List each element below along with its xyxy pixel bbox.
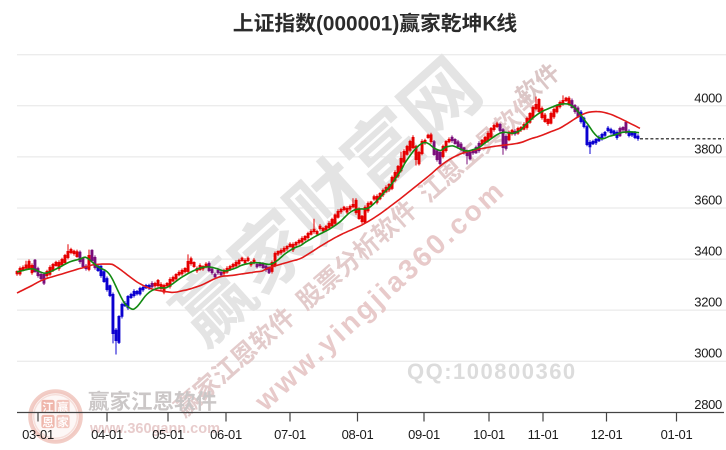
svg-text:3200: 3200 — [694, 295, 722, 310]
svg-text:12-01: 12-01 — [591, 427, 623, 442]
svg-text:07-01: 07-01 — [274, 427, 306, 442]
svg-text:QQ:100800360: QQ:100800360 — [407, 359, 577, 384]
svg-text:04-01: 04-01 — [91, 427, 123, 442]
svg-text:10-01: 10-01 — [473, 427, 505, 442]
svg-text:09-01: 09-01 — [408, 427, 440, 442]
svg-text:K: K — [482, 13, 497, 36]
svg-text:3400: 3400 — [694, 244, 722, 259]
svg-text:3000: 3000 — [694, 346, 722, 361]
svg-text:www.360gann.com: www.360gann.com — [89, 421, 220, 437]
svg-text:3800: 3800 — [694, 141, 722, 156]
svg-text:(000001): (000001) — [316, 13, 399, 36]
svg-text:01-01: 01-01 — [661, 427, 693, 442]
svg-text:2800: 2800 — [694, 397, 722, 412]
svg-text:08-01: 08-01 — [342, 427, 374, 442]
svg-text:11-01: 11-01 — [528, 427, 559, 442]
svg-text:3600: 3600 — [694, 193, 722, 208]
svg-text:06-01: 06-01 — [210, 427, 242, 442]
svg-text:05-01: 05-01 — [152, 427, 184, 442]
svg-text:4000: 4000 — [694, 90, 722, 105]
svg-text:03-01: 03-01 — [22, 427, 54, 442]
